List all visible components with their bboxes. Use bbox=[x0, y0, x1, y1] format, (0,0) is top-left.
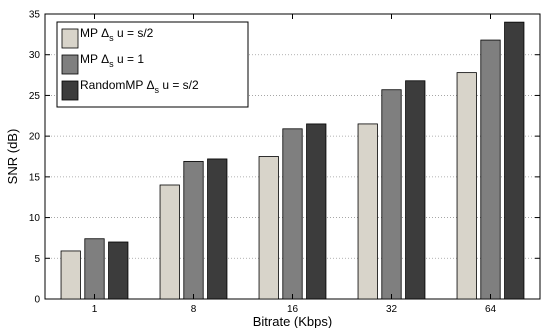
y-tick-label: 0 bbox=[34, 295, 40, 306]
bars bbox=[60, 21, 525, 300]
bar bbox=[456, 72, 477, 300]
legend-swatch bbox=[61, 54, 79, 75]
bar bbox=[504, 21, 525, 300]
bar bbox=[258, 156, 279, 300]
legend-label: RandomMP Δs u = s/2 bbox=[80, 78, 199, 95]
legend-label-main: MP Δ bbox=[80, 26, 109, 40]
y-tick-label: 15 bbox=[29, 172, 41, 183]
bar bbox=[381, 89, 402, 300]
y-axis-title: SNR (dB) bbox=[5, 129, 20, 185]
y-tick-label: 30 bbox=[29, 50, 41, 61]
y-tick-label: 20 bbox=[29, 132, 41, 143]
y-tick-label: 10 bbox=[29, 213, 41, 224]
legend-label-rest: u = 1 bbox=[114, 52, 145, 66]
y-axis-ticks: 0 5 10 15 20 25 30 35 bbox=[29, 10, 540, 306]
legend-label-rest: u = s/2 bbox=[114, 26, 154, 40]
y-tick-label: 5 bbox=[34, 254, 40, 265]
x-tick-label: 8 bbox=[191, 304, 197, 315]
legend-label-rest: u = s/2 bbox=[159, 78, 199, 92]
bar bbox=[159, 184, 180, 300]
bar bbox=[183, 160, 204, 300]
x-axis-ticks: 1 8 16 32 64 bbox=[92, 14, 497, 315]
x-axis-title: Bitrate (Kbps) bbox=[253, 314, 332, 328]
bar bbox=[405, 80, 426, 300]
legend-label-subscript: s bbox=[109, 59, 114, 69]
bar bbox=[84, 238, 105, 300]
bar bbox=[60, 250, 81, 300]
bar bbox=[282, 128, 303, 300]
legend-swatch bbox=[61, 28, 79, 49]
bar bbox=[306, 123, 327, 300]
x-tick-label: 16 bbox=[287, 304, 299, 315]
y-tick-label: 35 bbox=[29, 10, 41, 21]
bar bbox=[357, 123, 378, 300]
x-tick-label: 32 bbox=[386, 304, 398, 315]
legend-swatch bbox=[61, 80, 79, 101]
legend-label-subscript: s bbox=[109, 33, 114, 43]
bar bbox=[108, 241, 129, 300]
bar bbox=[207, 158, 228, 300]
legend-label: MP Δs u = 1 bbox=[80, 52, 144, 69]
legend-label-subscript: s bbox=[155, 85, 160, 95]
legend-box bbox=[56, 21, 249, 108]
legend-label-main: MP Δ bbox=[80, 52, 109, 66]
legend-label: MP Δs u = s/2 bbox=[80, 26, 154, 43]
x-tick-label: 1 bbox=[92, 304, 98, 315]
y-tick-label: 25 bbox=[29, 91, 41, 102]
legend-label-main: RandomMP Δ bbox=[80, 78, 155, 92]
x-tick-label: 64 bbox=[485, 304, 497, 315]
bar bbox=[480, 39, 501, 300]
